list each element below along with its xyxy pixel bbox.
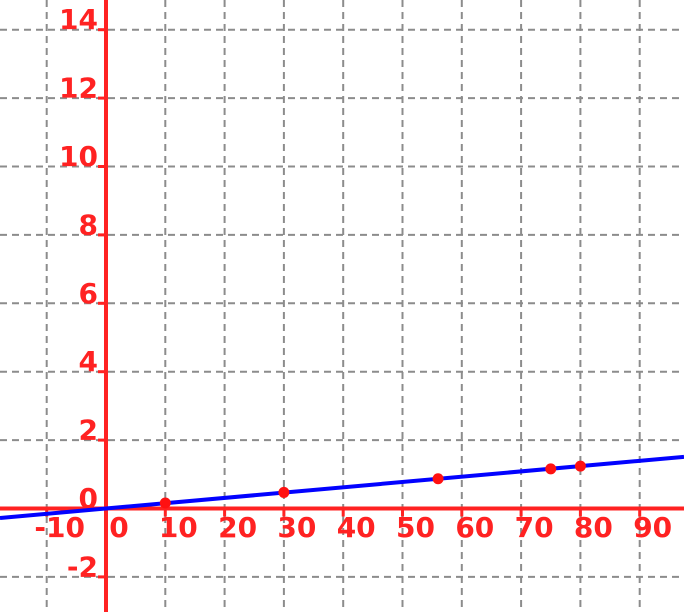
y-tick-label: 4 <box>79 345 98 378</box>
x-tick-label: 90 <box>633 511 672 544</box>
y-tick-label: 2 <box>79 414 98 447</box>
x-tick-label: 10 <box>159 511 198 544</box>
y-tick-label: 8 <box>79 208 98 241</box>
data-point <box>159 497 171 509</box>
x-tick-label: 50 <box>396 511 435 544</box>
y-tick-label: 12 <box>59 72 98 105</box>
data-point <box>545 463 557 475</box>
y-tick-label: 14 <box>59 3 98 36</box>
data-point <box>278 486 290 498</box>
data-series <box>0 454 684 520</box>
y-tick-label: -2 <box>67 550 98 583</box>
y-tick-label: 10 <box>59 140 98 173</box>
data-point <box>574 460 586 472</box>
fit-line <box>0 454 684 520</box>
data-point <box>432 473 444 485</box>
y-tick-label: 6 <box>79 277 98 310</box>
x-tick-label: 40 <box>337 511 376 544</box>
x-tick-label: 60 <box>455 511 494 544</box>
x-tick-label: -10 <box>34 511 85 544</box>
x-tick-label: 30 <box>277 511 316 544</box>
y-tick-label: 0 <box>79 482 98 515</box>
x-tick-label: 20 <box>218 511 257 544</box>
x-tick-label: 80 <box>574 511 613 544</box>
x-tick-label: 0 <box>109 511 128 544</box>
x-tick-label: 70 <box>515 511 554 544</box>
